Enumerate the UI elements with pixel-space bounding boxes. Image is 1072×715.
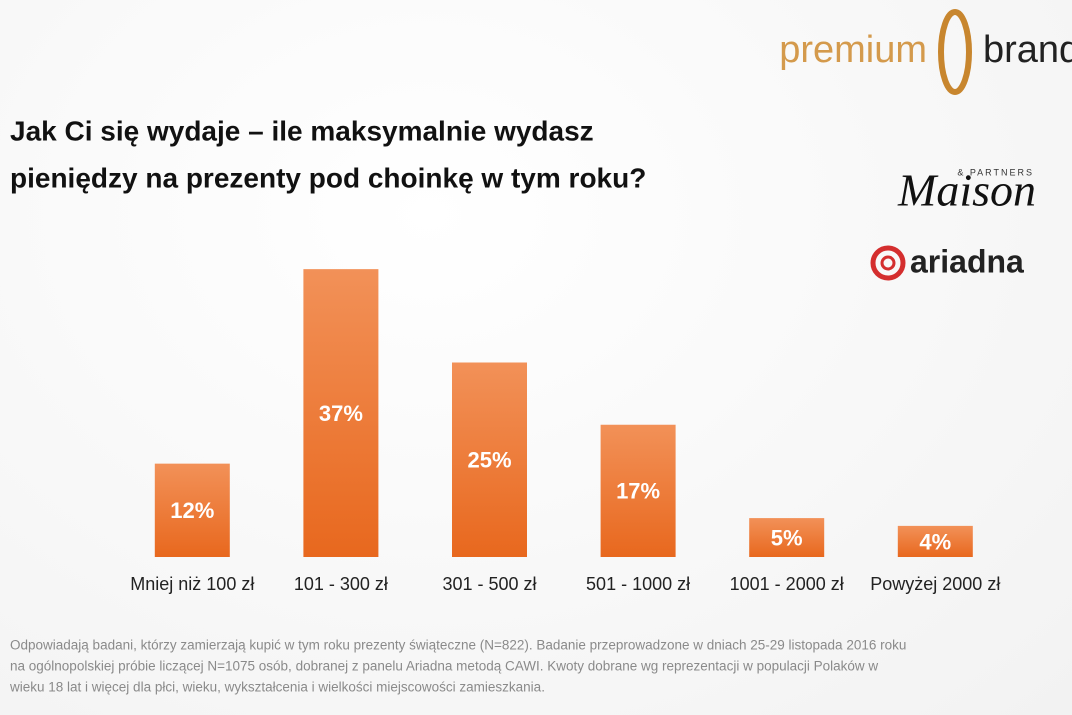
logo-icon: [870, 245, 906, 281]
x-tick-label: 301 - 500 zł: [442, 574, 536, 594]
logo-text: & PARTNERS: [957, 167, 1034, 177]
logo-icon: [880, 255, 896, 271]
bar: [897, 525, 973, 557]
bar: [749, 518, 825, 557]
bar: [600, 424, 676, 557]
value-label: 25%: [467, 448, 511, 473]
x-tick-label: Powyżej 2000 zł: [870, 574, 1000, 594]
x-tick-label: 101 - 300 zł: [294, 574, 388, 594]
logo-premium-brand: premium brand: [779, 9, 1072, 95]
logo-text: ariadna: [910, 243, 1024, 279]
footnote: wieku 18 lat i więcej dla płci, wieku, w…: [9, 680, 545, 695]
bar: [303, 269, 379, 557]
logo-ring: [938, 9, 972, 95]
x-tick-label: Mniej niż 100 zł: [130, 574, 254, 594]
value-label: 17%: [616, 479, 660, 504]
logo-text: brand: [983, 29, 1072, 71]
value-label: 4%: [919, 529, 951, 554]
value-label: 37%: [319, 401, 363, 426]
footnote: Odpowiadają badani, którzy zamierzają ku…: [10, 638, 906, 653]
logo-ariadna: ariadna: [870, 243, 1024, 281]
x-tick-label: 1001 - 2000 zł: [730, 574, 844, 594]
chart-title: Jak Ci się wydaje – ile maksymalnie wyda…: [10, 115, 594, 146]
value-label: 12%: [170, 498, 214, 523]
footnote: na ogólnopolskiej próbie liczącej N=1075…: [10, 659, 878, 674]
bar: [154, 463, 230, 557]
value-label: 5%: [771, 525, 803, 550]
bar: [452, 362, 527, 557]
x-tick-label: 501 - 1000 zł: [586, 574, 690, 594]
chart-title: pieniędzy na prezenty pod choinkę w tym …: [10, 162, 646, 193]
logo-text: Maison: [897, 165, 1036, 216]
logo-text: premium: [779, 29, 927, 71]
